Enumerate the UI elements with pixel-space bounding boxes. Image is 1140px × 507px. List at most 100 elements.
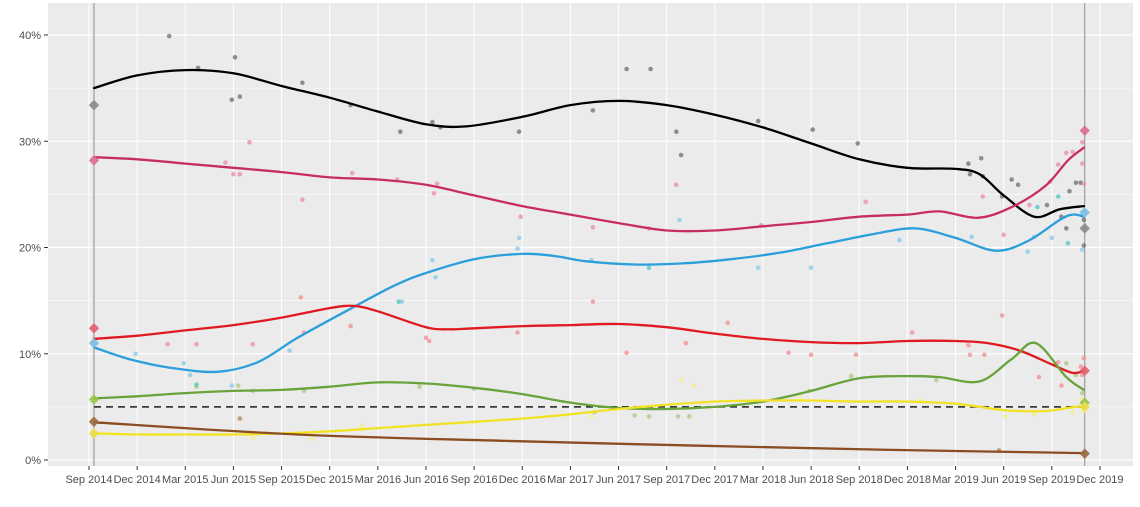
poll-point: [1003, 414, 1008, 419]
x-tick-label: Dec 2017: [691, 474, 738, 486]
poll-point: [1015, 182, 1021, 188]
poll-point: [309, 436, 315, 442]
series-light-blue-trend-line: [92, 213, 1086, 374]
x-tick-label: Sep 2017: [643, 474, 690, 486]
poll-point: [674, 182, 679, 188]
plot-panel: [48, 3, 1133, 466]
result-diamond-crimson-start: [88, 155, 100, 166]
poll-point: [810, 127, 815, 132]
poll-point: [133, 351, 138, 357]
poll-point: [423, 335, 429, 341]
poll-point: [855, 141, 860, 146]
poll-point: [1065, 241, 1071, 246]
poll-point: [755, 118, 761, 124]
x-tick-label: Jun 2015: [211, 474, 256, 486]
result-diamond-light-blue-start: [88, 337, 100, 349]
election-result-diamonds: [88, 99, 1090, 459]
poll-point: [298, 295, 304, 300]
poll-point: [250, 435, 255, 441]
poll-point: [1081, 355, 1087, 361]
poll-point: [967, 352, 973, 358]
poll-point: [1064, 226, 1069, 231]
poll-point: [300, 197, 305, 202]
poll-point: [725, 320, 730, 326]
x-tick-label: Sep 2019: [1028, 474, 1075, 486]
result-diamond-brown-start: [88, 416, 100, 427]
series-green-trend-line: [92, 341, 1086, 411]
poll-point: [909, 330, 915, 335]
poll-point: [237, 416, 243, 421]
poll-point: [808, 265, 814, 271]
poll-point: [430, 258, 435, 263]
poll-point: [223, 160, 228, 165]
y-tick-label: 0%: [25, 455, 41, 467]
poll-point: [1035, 204, 1040, 210]
poll-point: [165, 341, 170, 347]
poll-point: [646, 265, 652, 271]
x-tick-label: Dec 2018: [884, 474, 931, 486]
poll-point: [1081, 243, 1087, 248]
x-tick-label: Dec 2019: [1076, 474, 1123, 486]
poll-point: [853, 352, 859, 358]
poll-point: [1031, 412, 1037, 417]
poll-point: [1070, 149, 1075, 155]
poll-point: [359, 423, 365, 429]
poll-point: [1064, 361, 1069, 366]
poll-point: [1009, 177, 1014, 182]
series-crimson-trend-line: [92, 146, 1086, 233]
x-tick-label: Sep 2016: [451, 474, 498, 486]
poll-point: [1080, 161, 1085, 166]
poll-point: [433, 275, 438, 280]
poll-point: [434, 181, 440, 187]
poll-point: [999, 313, 1005, 318]
poll-point: [1027, 202, 1032, 208]
poll-point: [646, 414, 652, 419]
poll-point: [677, 217, 682, 223]
poll-point: [250, 341, 255, 347]
poll-point: [232, 55, 238, 60]
poll-point: [624, 66, 629, 72]
series-crimson-points: [223, 140, 1087, 238]
poll-point: [235, 383, 241, 388]
poll-point: [967, 171, 973, 177]
election-marker-lines: [93, 3, 1086, 466]
result-diamond-yellow-end: [1079, 401, 1090, 413]
y-tick-label: 20%: [19, 243, 41, 255]
poll-point: [417, 384, 422, 390]
x-tick-label: Mar 2016: [355, 474, 401, 486]
poll-point: [1080, 140, 1085, 145]
y-tick-label: 10%: [19, 349, 41, 361]
result-diamond-black-start: [88, 99, 100, 111]
trend-lines: [92, 68, 1086, 455]
poll-point: [590, 225, 596, 230]
poll-point: [300, 80, 305, 86]
poll-point: [966, 161, 971, 166]
poll-point: [848, 373, 854, 379]
poll-point: [1078, 364, 1083, 369]
x-tick-label: Sep 2014: [65, 474, 112, 486]
poll-point: [1080, 390, 1085, 396]
result-diamond-brown-end: [1079, 448, 1090, 459]
x-tick-label: Mar 2018: [740, 474, 786, 486]
result-diamond-yellow-start: [88, 428, 100, 439]
poll-point: [1080, 247, 1085, 252]
poll-point: [863, 199, 868, 205]
x-tick-label: Sep 2015: [258, 474, 305, 486]
poll-point: [966, 343, 971, 348]
x-tick-label: Dec 2015: [306, 474, 353, 486]
result-diamond-red-start: [88, 323, 100, 334]
poll-point: [648, 66, 653, 72]
poll-point: [1064, 150, 1069, 156]
x-tick-label: Mar 2015: [162, 474, 208, 486]
poll-point: [431, 191, 437, 196]
poll-point: [349, 170, 355, 176]
result-diamond-green-start: [88, 394, 100, 405]
poll-point: [1073, 180, 1079, 185]
x-tick-label: Jun 2016: [403, 474, 448, 486]
x-tick-label: Dec 2016: [499, 474, 546, 486]
poll-point: [231, 171, 236, 177]
poll-point: [229, 383, 235, 388]
poll-point: [516, 235, 522, 241]
poll-point: [398, 129, 403, 134]
